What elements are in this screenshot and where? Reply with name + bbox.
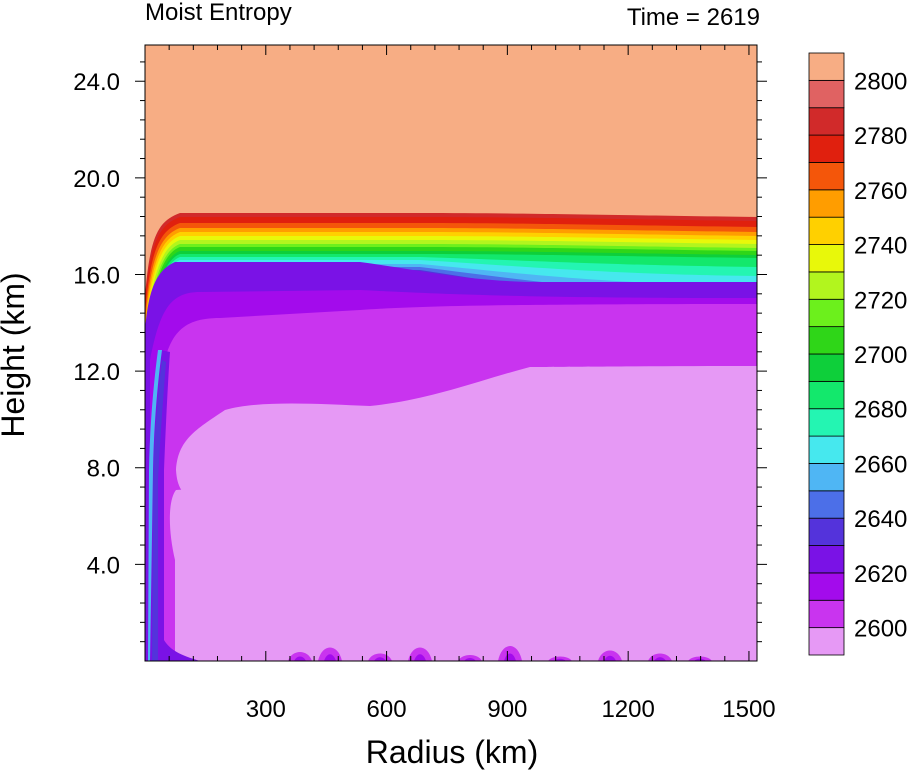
y-tick-label: 12.0 [73,359,120,386]
colorbar-swatch [808,463,845,492]
colorbar-label: 2780 [854,123,907,150]
field-surface-core-4 [414,654,426,661]
field-eyewall-outer [150,350,200,661]
field-surface-core-1 [294,656,306,661]
y-axis: 4.0 8.0 12.0 16.0 20.0 24.0 [73,61,767,643]
colorbar-swatch [808,134,845,163]
y-tick-label: 8.0 [87,456,120,483]
colorbar-swatch [808,435,845,464]
x-tick-label: 1200 [601,696,654,723]
x-axis: 300 600 900 1200 1500 [168,45,776,723]
x-tick-label: 1500 [722,696,775,723]
colorbar-swatch [808,162,845,191]
colorbar-swatch [808,107,845,136]
plot-area [145,45,757,661]
colorbar: 2600 2620 2640 2660 2680 2700 2720 2740 2760 2780… [808,52,907,656]
chart-time-label: Time = 2619 [627,4,760,31]
y-axis-label: Height (km) [0,272,31,437]
y-tick-label: 16.0 [73,262,120,289]
colorbar-label: 2660 [854,451,907,478]
colorbar-label: 2700 [854,342,907,369]
field-band-below-2610 [169,366,757,661]
colorbar-swatch [808,599,845,629]
chart-title: Moist Entropy [145,0,292,26]
colorbar-label: 2620 [854,561,907,588]
field-surface-core-9 [654,657,666,661]
colorbar-swatch [808,517,845,546]
colorbar-swatch [808,353,845,382]
x-axis-label: Radius (km) [366,734,538,770]
colorbar-swatch [808,490,845,519]
colorbar-swatch [808,408,845,437]
colorbar-swatch [808,545,845,574]
x-tick-label: 600 [367,696,407,723]
colorbar-swatch [808,627,845,656]
colorbar-swatch [808,271,845,300]
colorbar-label: 2680 [854,397,907,424]
field-surface-core-8 [604,655,616,661]
colorbar-swatch [808,572,845,601]
colorbar-label: 2760 [854,178,907,205]
y-tick-label: 4.0 [87,552,120,579]
colorbar-label: 2800 [854,68,907,95]
x-tick-label: 300 [246,696,286,723]
colorbar-label: 2720 [854,287,907,314]
y-tick-label: 20.0 [73,166,120,193]
colorbar-label: 2640 [854,506,907,533]
field-surface-core-5 [464,658,476,661]
field-surface-core-7 [554,658,566,661]
colorbar-swatch [808,326,845,355]
field-surface-core-10 [694,658,706,661]
plot-frame [144,44,758,662]
colorbar-swatch [808,216,845,245]
colorbar-swatch [808,79,845,109]
colorbar-label: 2600 [854,616,907,643]
y-tick-label: 24.0 [73,69,120,96]
field-surface-core-3 [374,657,386,661]
colorbar-swatch [808,298,845,328]
field-eyewall-core [152,360,166,661]
colorbar-swatch [808,189,845,218]
field-surface-core-2 [324,654,336,661]
colorbar-swatch [808,244,845,273]
x-tick-label: 900 [487,696,527,723]
colorbar-label: 2740 [854,233,907,260]
colorbar-swatch [808,52,845,81]
field-eyewall-inner [148,350,162,661]
colorbar-swatch [808,380,845,410]
